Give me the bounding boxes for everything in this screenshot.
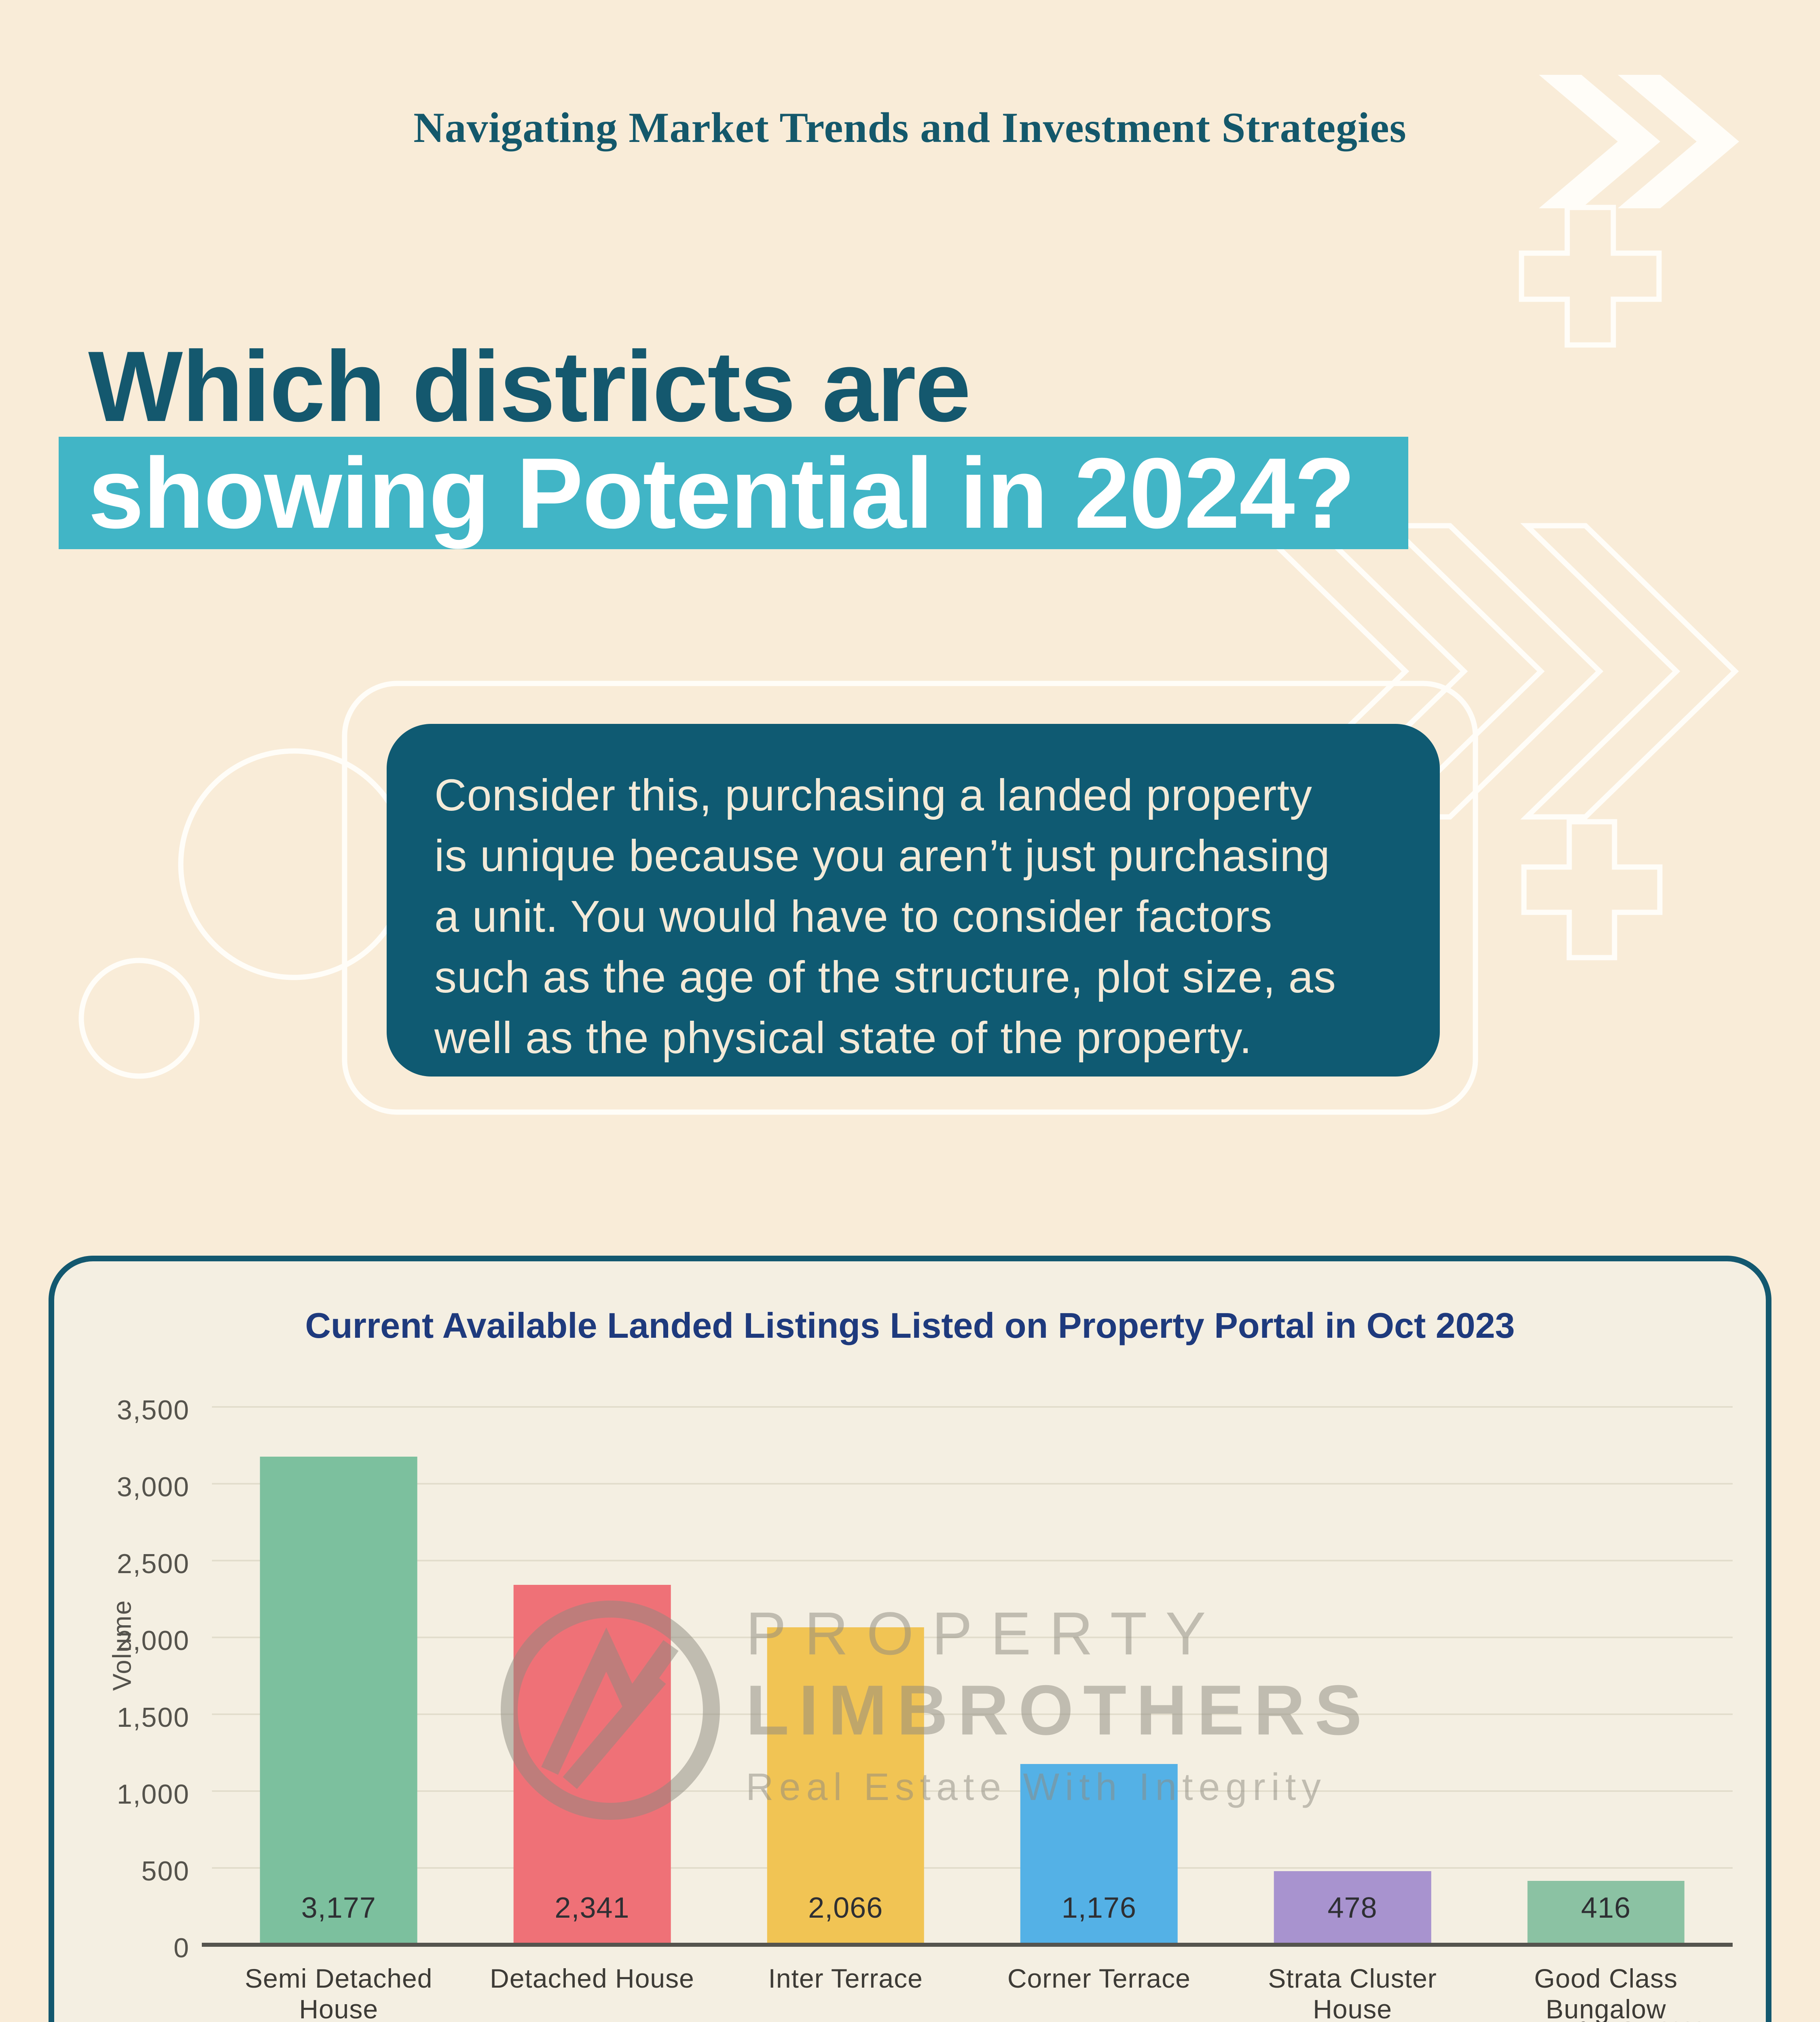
y-tick-label: 2,500 (116, 1548, 190, 1579)
page-title-line2: showing Potential in 2024? (88, 437, 1355, 549)
bar-slot: 2,066 (719, 1407, 972, 1945)
y-tick-label: 1,500 (116, 1702, 190, 1733)
callout-text-line: such as the age of the structure, plot s… (434, 952, 1336, 1002)
chart-footnote: *Data as of 23 Oct 2023 (1481, 2018, 1705, 2022)
bar-slot: 1,176 (972, 1407, 1226, 1945)
plot-area: 3,177 2,341 2,066 1,176 478 416 0 500 1,000 1,50… (117, 1395, 1733, 1963)
callout-outline-frame (342, 681, 1478, 1115)
plus-outline-icon (1519, 205, 1662, 348)
y-tick-label: 3,500 (116, 1394, 190, 1426)
bar-value-label: 2,066 (808, 1892, 883, 1924)
y-tick-label: 3,000 (116, 1471, 190, 1502)
bar: 3,177 (260, 1456, 417, 1945)
bar-slot: 478 (1226, 1407, 1479, 1945)
bar-slot: 3,177 (212, 1407, 466, 1945)
chevron-right-solid-icon (1539, 75, 1660, 208)
bar: 1,176 (1020, 1764, 1178, 1945)
chart-title: Current Available Landed Listings Listed… (305, 1305, 1515, 1345)
categories-row: Semi Detached House Detached House Inter T… (212, 1963, 1733, 2022)
title-highlight-bar: showing Potential in 2024? (59, 437, 1408, 549)
category-label: Strata Cluster House (1268, 1963, 1437, 2022)
bar: 2,341 (513, 1585, 671, 1945)
circle-outline-decor (178, 748, 410, 980)
bar-slot: 2,341 (466, 1407, 719, 1945)
category-label: Semi Detached House (245, 1963, 433, 2022)
bar: 416 (1527, 1880, 1685, 1945)
bars-row: 3,177 2,341 2,066 1,176 478 416 (212, 1407, 1733, 1945)
gridline (212, 1867, 1733, 1869)
y-tick-label: 1,000 (116, 1779, 190, 1810)
category-label: Inter Terrace (768, 1963, 923, 1993)
page-title-line1: Which districts are (88, 330, 971, 442)
y-tick-label: 0 (174, 1932, 190, 1963)
bar-value-label: 3,177 (301, 1892, 376, 1924)
callout-text-line: is unique because you aren’t just purcha… (434, 831, 1330, 881)
bar: 2,066 (767, 1627, 924, 1945)
chevron-right-solid-icon (1618, 75, 1739, 208)
circle-outline-decor (78, 958, 200, 1079)
gridline (212, 1713, 1733, 1715)
bar-value-label: 1,176 (1061, 1892, 1136, 1924)
bar-slot: 416 (1479, 1407, 1733, 1945)
category-label: Corner Terrace (1007, 1963, 1191, 1993)
callout-text-line: a unit. You would have to consider facto… (434, 892, 1273, 941)
gridline (212, 1560, 1733, 1561)
gridline (212, 1637, 1733, 1638)
gridline (212, 1483, 1733, 1485)
callout-text-line: well as the physical state of the proper… (434, 1013, 1252, 1063)
callout-box: Consider this, purchasing a landed prope… (387, 724, 1440, 1077)
gridline (212, 1790, 1733, 1792)
callout-text-line: Consider this, purchasing a landed prope… (434, 770, 1312, 820)
x-axis-line (202, 1943, 1733, 1947)
bar-value-label: 2,341 (554, 1892, 630, 1924)
category-label: Good Class Bungalow (1534, 1963, 1678, 2022)
bar: 478 (1274, 1871, 1431, 1945)
y-axis-title: Volume (107, 1599, 137, 1691)
bar-value-label: 478 (1327, 1892, 1378, 1924)
chevron-right-outline-icon (1520, 523, 1739, 820)
y-tick-label: 500 (141, 1855, 190, 1887)
plus-outline-icon (1521, 819, 1663, 960)
gridline (212, 1406, 1733, 1408)
chart-card: Current Available Landed Listings Listed… (49, 1256, 1771, 2022)
bar-value-label: 416 (1581, 1892, 1631, 1924)
y-tick-label: 2,000 (116, 1625, 190, 1656)
page-eyebrow: Navigating Market Trends and Investment … (413, 104, 1407, 151)
category-label: Detached House (490, 1963, 694, 1993)
chevron-right-outline-icon (1384, 523, 1604, 820)
